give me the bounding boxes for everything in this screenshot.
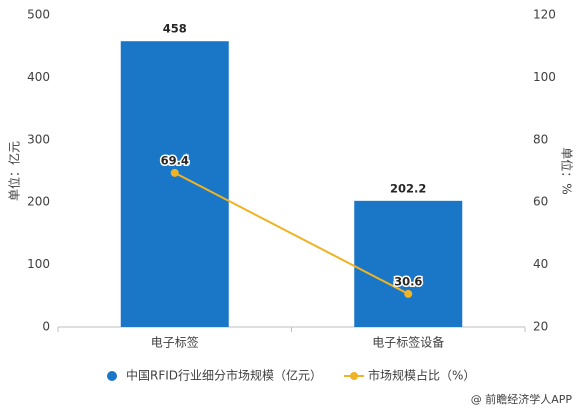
legend-swatch <box>107 371 117 381</box>
y-axis-label: 单位：亿元 <box>7 141 22 201</box>
y-tick-label: 100 <box>27 257 50 271</box>
y-tick-label: 0 <box>42 320 50 334</box>
bar-value-label: 458 <box>163 22 187 36</box>
y2-tick-label: 80 <box>533 132 548 146</box>
y-tick-label: 400 <box>27 70 50 84</box>
y2-tick-label: 20 <box>533 320 548 334</box>
y2-tick-label: 40 <box>533 257 548 271</box>
line-point <box>404 289 413 298</box>
bar <box>354 200 463 327</box>
legend-swatch <box>350 372 359 380</box>
y-tick-label: 500 <box>27 8 50 22</box>
line-value-label: 30.6 <box>394 274 422 288</box>
y2-tick-label: 60 <box>533 195 548 209</box>
line-point <box>170 168 179 177</box>
x-tick-label: 电子标签设备 <box>372 335 444 350</box>
line-value-label: 69.4 <box>161 153 189 167</box>
source: @ 前瞻经济学人APP <box>471 392 573 406</box>
line <box>174 171 409 295</box>
bar-value-label: 202.2 <box>390 181 426 195</box>
legend-label: 市场规模占比（%） <box>368 368 475 383</box>
x-tick-label: 电子标签 <box>151 335 199 350</box>
legend-label: 中国RFID行业细分市场规模（亿元） <box>126 368 322 383</box>
bar <box>120 41 229 327</box>
y-tick-label: 200 <box>27 195 50 209</box>
y2-axis-label: 单位：% <box>560 147 575 194</box>
y2-tick-label: 120 <box>533 8 556 22</box>
y2-tick-label: 100 <box>533 70 556 84</box>
y-tick-label: 300 <box>27 132 50 146</box>
